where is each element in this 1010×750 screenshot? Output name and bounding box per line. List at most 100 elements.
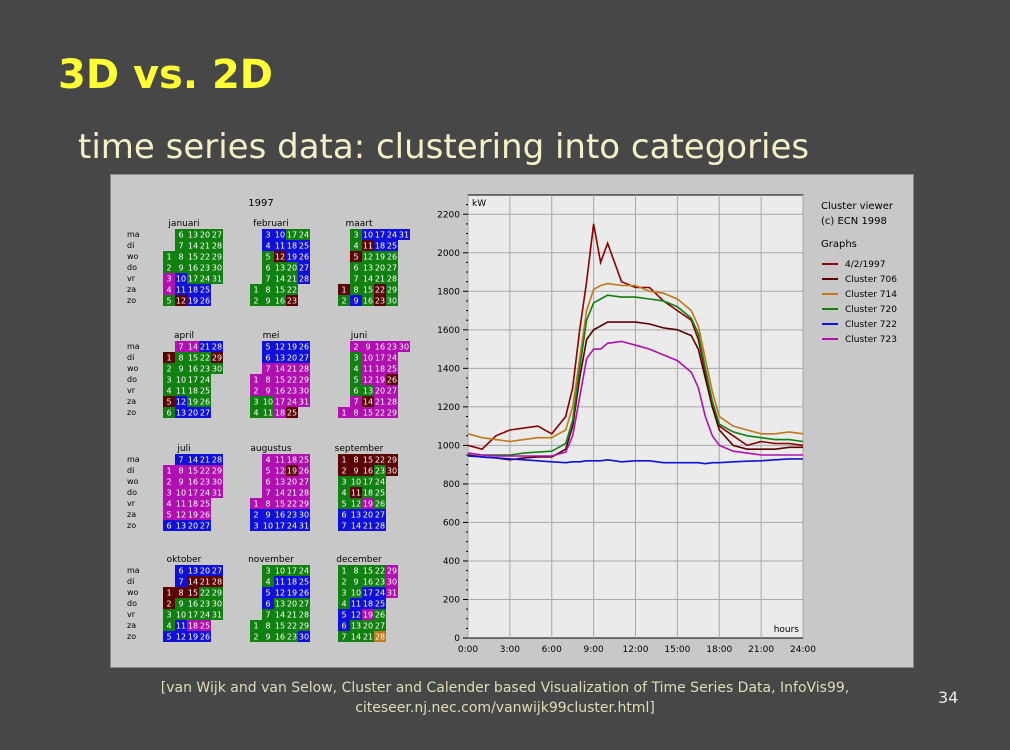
calendar-day-cell[interactable] (350, 487, 362, 498)
calendar-day-cell[interactable] (187, 487, 199, 498)
calendar-day-cell[interactable] (362, 229, 374, 240)
calendar-day-cell[interactable] (386, 465, 398, 476)
calendar-day-cell[interactable] (298, 341, 310, 352)
calendar-day-cell[interactable] (374, 229, 386, 240)
calendar-day-cell[interactable] (211, 262, 223, 273)
calendar-day-cell[interactable] (286, 407, 298, 418)
calendar-day-cell[interactable] (163, 509, 175, 520)
calendar-day-cell[interactable] (374, 454, 386, 465)
calendar-day-cell[interactable] (350, 520, 362, 531)
calendar-day-cell[interactable] (362, 385, 374, 396)
calendar-day-cell[interactable] (187, 396, 199, 407)
calendar-day-cell[interactable] (374, 620, 386, 631)
calendar-day-cell[interactable] (338, 631, 350, 642)
calendar-day-cell[interactable] (350, 262, 362, 273)
calendar-day-cell[interactable] (298, 385, 310, 396)
calendar-day-cell[interactable] (262, 363, 274, 374)
calendar-day-cell[interactable] (199, 565, 211, 576)
calendar-day-cell[interactable] (199, 262, 211, 273)
calendar-day-cell[interactable] (199, 284, 211, 295)
calendar-day-cell[interactable] (250, 385, 262, 396)
calendar-day-cell[interactable] (274, 341, 286, 352)
calendar-day-cell[interactable] (386, 295, 398, 306)
calendar-day-cell[interactable] (362, 454, 374, 465)
calendar-day-cell[interactable] (211, 587, 223, 598)
calendar-day-cell[interactable] (386, 396, 398, 407)
calendar-day-cell[interactable] (187, 385, 199, 396)
calendar-day-cell[interactable] (175, 520, 187, 531)
calendar-day-cell[interactable] (362, 587, 374, 598)
calendar-day-cell[interactable] (350, 229, 362, 240)
calendar-day-cell[interactable] (374, 631, 386, 642)
calendar-day-cell[interactable] (274, 620, 286, 631)
calendar-day-cell[interactable] (175, 352, 187, 363)
calendar-day-cell[interactable] (350, 374, 362, 385)
calendar-day-cell[interactable] (350, 476, 362, 487)
calendar-day-cell[interactable] (274, 454, 286, 465)
calendar-day-cell[interactable] (262, 352, 274, 363)
calendar-day-cell[interactable] (362, 284, 374, 295)
calendar-day-cell[interactable] (374, 341, 386, 352)
calendar-day-cell[interactable] (175, 565, 187, 576)
calendar-day-cell[interactable] (362, 396, 374, 407)
calendar-day-cell[interactable] (374, 295, 386, 306)
calendar-day-cell[interactable] (211, 565, 223, 576)
calendar-day-cell[interactable] (262, 341, 274, 352)
calendar-day-cell[interactable] (175, 487, 187, 498)
calendar-day-cell[interactable] (175, 295, 187, 306)
calendar-day-cell[interactable] (199, 509, 211, 520)
calendar-day-cell[interactable] (211, 487, 223, 498)
calendar-day-cell[interactable] (175, 363, 187, 374)
calendar-day-cell[interactable] (298, 374, 310, 385)
calendar-day-cell[interactable] (362, 251, 374, 262)
calendar-day-cell[interactable] (298, 631, 310, 642)
calendar-day-cell[interactable] (286, 576, 298, 587)
calendar-day-cell[interactable] (362, 240, 374, 251)
calendar-day-cell[interactable] (274, 520, 286, 531)
calendar-day-cell[interactable] (175, 385, 187, 396)
calendar-day-cell[interactable] (175, 631, 187, 642)
calendar-day-cell[interactable] (374, 476, 386, 487)
calendar-day-cell[interactable] (250, 295, 262, 306)
calendar-day-cell[interactable] (374, 498, 386, 509)
calendar-day-cell[interactable] (374, 609, 386, 620)
calendar-day-cell[interactable] (262, 240, 274, 251)
calendar-day-cell[interactable] (350, 620, 362, 631)
calendar-day-cell[interactable] (211, 576, 223, 587)
calendar-day-cell[interactable] (298, 520, 310, 531)
calendar-day-cell[interactable] (350, 598, 362, 609)
calendar-day-cell[interactable] (175, 251, 187, 262)
calendar-day-cell[interactable] (187, 620, 199, 631)
calendar-day-cell[interactable] (298, 465, 310, 476)
calendar-day-cell[interactable] (250, 509, 262, 520)
calendar-day-cell[interactable] (175, 341, 187, 352)
calendar-day-cell[interactable] (362, 598, 374, 609)
calendar-day-cell[interactable] (298, 498, 310, 509)
calendar-day-cell[interactable] (350, 273, 362, 284)
calendar-day-cell[interactable] (286, 262, 298, 273)
calendar-day-cell[interactable] (374, 565, 386, 576)
calendar-day-cell[interactable] (362, 565, 374, 576)
calendar-day-cell[interactable] (350, 454, 362, 465)
calendar-day-cell[interactable] (286, 498, 298, 509)
calendar-day-cell[interactable] (362, 341, 374, 352)
calendar-day-cell[interactable] (163, 631, 175, 642)
calendar-day-cell[interactable] (338, 498, 350, 509)
calendar-day-cell[interactable] (175, 587, 187, 598)
calendar-day-cell[interactable] (199, 374, 211, 385)
calendar-day-cell[interactable] (350, 498, 362, 509)
calendar-day-cell[interactable] (386, 565, 398, 576)
calendar-day-cell[interactable] (374, 273, 386, 284)
calendar-day-cell[interactable] (338, 620, 350, 631)
calendar-day-cell[interactable] (350, 407, 362, 418)
calendar-day-cell[interactable] (298, 598, 310, 609)
calendar-day-cell[interactable] (163, 273, 175, 284)
calendar-day-cell[interactable] (386, 229, 398, 240)
calendar-day-cell[interactable] (374, 487, 386, 498)
calendar-day-cell[interactable] (274, 374, 286, 385)
calendar-day-cell[interactable] (250, 620, 262, 631)
calendar-day-cell[interactable] (350, 465, 362, 476)
calendar-day-cell[interactable] (262, 498, 274, 509)
calendar-day-cell[interactable] (298, 620, 310, 631)
calendar-day-cell[interactable] (374, 251, 386, 262)
